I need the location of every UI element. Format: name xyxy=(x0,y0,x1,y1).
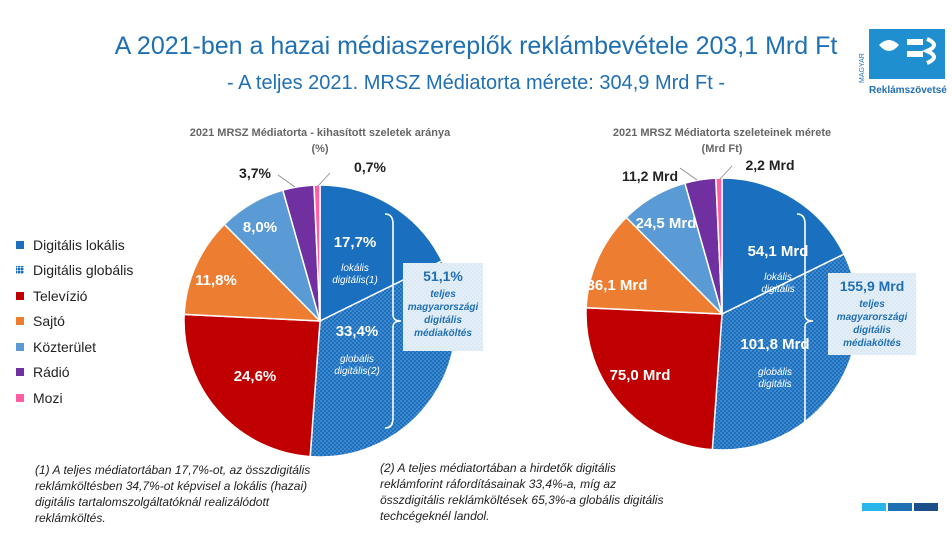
decor-bar-dark xyxy=(914,503,938,511)
legend-swatch xyxy=(16,291,24,300)
footnote-line: digitális tartalomszolgáltatóknál realiz… xyxy=(35,495,270,509)
footnote-line: összdigitális reklámköltések 65,3%-a glo… xyxy=(380,493,664,507)
slice-label: 0,7% xyxy=(354,159,386,175)
chart-title: 2021 MRSZ Médiatorta szeleteinek mérete xyxy=(613,127,831,139)
legend-swatch xyxy=(16,317,24,326)
callout-value: 155,9 Mrd xyxy=(840,278,905,294)
slice-label: 2,2 Mrd xyxy=(745,157,794,173)
footnote-line: reklámköltésben 34,7%-ot képvisel a loká… xyxy=(35,479,308,493)
legend-swatch xyxy=(16,393,24,402)
slice-label: 3,7% xyxy=(239,165,271,181)
legend-label: Mozi xyxy=(33,389,63,406)
legend-label: Televízió xyxy=(33,287,88,304)
page-subtitle: - A teljes 2021. MRSZ Médiatorta mérete:… xyxy=(227,72,725,94)
legend-swatch xyxy=(16,342,24,351)
leader-line xyxy=(277,174,296,188)
slice-label: 54,1 Mrd xyxy=(748,243,809,260)
slice-note: lokális xyxy=(764,272,792,283)
callout-value: 51,1% xyxy=(423,268,463,284)
legend-swatch xyxy=(16,266,24,275)
leader-line xyxy=(317,172,331,187)
legend-item: Digitális lokális xyxy=(16,232,133,258)
legend-label: Digitális lokális xyxy=(33,236,125,253)
pie-slice xyxy=(313,184,321,322)
slice-note: lokális xyxy=(341,263,369,274)
pie-slice xyxy=(183,223,322,322)
chart-legend: Digitális lokális Digitális globális Tel… xyxy=(16,232,133,411)
leader-line xyxy=(679,167,698,181)
pie-slice xyxy=(585,306,723,451)
footnote-line: reklámköltés. xyxy=(35,511,106,525)
slice-label: 17,7% xyxy=(334,234,377,251)
pie-slice xyxy=(585,216,724,315)
slice-label: 75,0 Mrd xyxy=(610,367,671,384)
chart-subtitle: (Mrd Ft) xyxy=(702,143,743,155)
chart-title: 2021 MRSZ Médiatorta - kihasított szelet… xyxy=(190,127,451,139)
footnote-1: (1) A teljes médiatortában 17,7%-ot, az … xyxy=(35,462,310,526)
legend-item: Közterület xyxy=(16,334,133,360)
pie-slice xyxy=(319,184,444,323)
footnote-line: techcégeknél landol. xyxy=(380,509,490,523)
callout-text: magyarországi xyxy=(837,312,908,323)
bracket xyxy=(796,213,814,429)
logo-text-2: Reklámszövetség xyxy=(869,85,947,96)
legend-item: Sajtó xyxy=(16,309,133,335)
legend-label: Rádió xyxy=(33,364,70,381)
bracket xyxy=(384,213,402,429)
slice-label: 33,4% xyxy=(336,323,379,340)
callout-text: médiaköltés xyxy=(843,338,901,349)
slice-note: digitális(1) xyxy=(332,275,378,286)
logo-text-1: MAGYAR xyxy=(859,53,866,83)
pie-slice xyxy=(721,177,846,316)
callout-box xyxy=(403,263,483,351)
logo: MAGYAR Reklámszövetség xyxy=(859,29,947,96)
callout-box xyxy=(828,273,916,355)
slice-note: globális xyxy=(340,354,374,365)
slice-label: 11,2 Mrd xyxy=(622,168,678,184)
legend-item: Digitális globális xyxy=(16,258,133,284)
callout-text: teljes xyxy=(430,289,456,300)
slice-label: 36,1 Mrd xyxy=(587,277,648,294)
page-title: A 2021-ben a hazai médiaszereplők reklám… xyxy=(114,32,838,60)
callout-text: digitális xyxy=(853,325,891,336)
callout-text: magyarországi xyxy=(408,302,479,313)
slice-note: digitális xyxy=(758,379,791,390)
legend-swatch xyxy=(16,240,24,249)
footnote-line: reklámforint ráfordításainak 33,4%-a, mí… xyxy=(380,477,617,491)
slice-label: 24,6% xyxy=(234,368,277,385)
slice-label: 101,8 Mrd xyxy=(740,336,809,353)
pie-slice xyxy=(715,177,723,315)
footnote-line: (1) A teljes médiatortában 17,7%-ot, az … xyxy=(35,463,311,477)
legend-item: Rádió xyxy=(16,360,133,386)
callout-text: teljes xyxy=(859,299,885,310)
legend-swatch xyxy=(16,368,24,377)
slice-label: 24,5 Mrd xyxy=(636,215,697,232)
footnote-2: (2) A teljes médiatortában a hirdetők di… xyxy=(380,460,663,524)
decor-bar-light xyxy=(862,503,886,511)
legend-label: Sajtó xyxy=(33,313,65,330)
slice-note: globális xyxy=(758,367,792,378)
pie-slice xyxy=(183,313,321,458)
leader-line xyxy=(719,165,733,180)
legend-label: Digitális globális xyxy=(33,262,134,279)
decor-bar-mid xyxy=(888,503,912,511)
slice-label: 8,0% xyxy=(243,219,277,236)
slice-note: digitális(2) xyxy=(334,366,380,377)
legend-item: Televízió xyxy=(16,283,133,309)
footnote-line: (2) A teljes médiatortában a hirdetők di… xyxy=(380,461,616,475)
callout-text: médiaköltés xyxy=(414,328,472,339)
chart-subtitle: (%) xyxy=(311,143,328,155)
legend-label: Közterület xyxy=(33,338,97,355)
slice-note: digitális xyxy=(761,284,794,295)
legend-item: Mozi xyxy=(16,385,133,411)
slice-label: 11,8% xyxy=(195,272,237,289)
callout-text: digitális xyxy=(424,315,462,326)
